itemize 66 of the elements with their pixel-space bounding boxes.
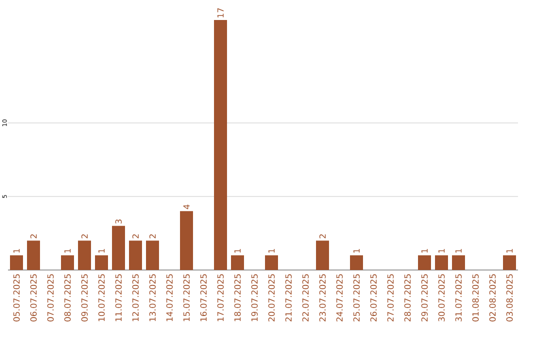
bar <box>452 255 466 270</box>
x-tick-label: 14.07.2025 <box>166 274 173 322</box>
x-tick-label: 09.07.2025 <box>81 274 88 322</box>
data-label: 2 <box>30 234 37 238</box>
data-label: 1 <box>421 248 428 253</box>
x-tick-label: 10.07.2025 <box>98 274 105 322</box>
bar <box>61 255 74 270</box>
data-label: 1 <box>98 248 105 253</box>
x-tick-label: 17.07.2025 <box>217 274 224 322</box>
bar <box>503 255 516 270</box>
bar <box>129 240 142 270</box>
bar <box>10 255 24 270</box>
x-tick-label: 24.07.2025 <box>336 274 343 322</box>
x-tick-label: 29.07.2025 <box>421 274 428 322</box>
x-tick-label: 05.07.2025 <box>13 274 20 322</box>
x-tick-label: 19.07.2025 <box>251 274 258 322</box>
bar <box>146 240 160 270</box>
data-label: 4 <box>183 204 190 210</box>
bar <box>435 255 448 270</box>
bar <box>112 226 126 270</box>
x-tick-label: 06.07.2025 <box>30 274 37 322</box>
bar <box>350 255 364 270</box>
x-tick-label: 30.07.2025 <box>438 274 445 322</box>
x-tick-label: 21.07.2025 <box>285 274 292 322</box>
data-label: 2 <box>319 234 326 238</box>
x-tick-label: 18.07.2025 <box>234 274 241 322</box>
data-label: 1 <box>268 248 275 253</box>
x-tick-label: 11.07.2025 <box>115 274 122 322</box>
x-tick-label: 26.07.2025 <box>370 274 377 322</box>
data-label: 1 <box>64 248 71 253</box>
x-tick-label: 22.07.2025 <box>302 274 309 322</box>
x-tick-label: 02.08.2025 <box>489 274 496 322</box>
x-tick-label: 31.07.2025 <box>455 274 462 322</box>
x-tick-label: 20.07.2025 <box>268 274 275 322</box>
bar <box>265 255 278 270</box>
bar <box>78 240 92 270</box>
x-tick-label: 03.08.2025 <box>506 274 513 322</box>
bar <box>316 240 330 270</box>
x-tick-label: 28.07.2025 <box>404 274 411 322</box>
x-tick-label: 13.07.2025 <box>149 274 156 322</box>
x-tick-label: 27.07.2025 <box>387 274 394 322</box>
x-tick-label: 25.07.2025 <box>353 274 360 322</box>
x-tick-label: 08.07.2025 <box>64 274 71 322</box>
data-label: 2 <box>149 234 156 238</box>
data-label: 1 <box>438 248 445 253</box>
data-label: 3 <box>115 219 122 224</box>
data-label: 17 <box>217 8 224 18</box>
data-label: 1 <box>13 248 20 253</box>
x-tick-label: 01.08.2025 <box>472 274 479 322</box>
data-label: 2 <box>81 234 88 238</box>
data-label: 1 <box>234 248 241 253</box>
data-label: 1 <box>506 248 513 253</box>
x-tick-label: 16.07.2025 <box>200 274 207 322</box>
bar <box>418 255 432 270</box>
bar <box>95 255 108 270</box>
bar <box>214 20 228 270</box>
x-tick-label: 23.07.2025 <box>319 274 326 322</box>
x-tick-label: 12.07.2025 <box>132 274 139 322</box>
x-tick-label: 07.07.2025 <box>47 274 54 322</box>
bar <box>180 211 194 270</box>
data-label: 2 <box>132 234 139 238</box>
data-label: 1 <box>455 248 462 253</box>
x-tick-label: 15.07.2025 <box>183 274 190 322</box>
bar <box>27 240 40 270</box>
bar <box>231 255 244 270</box>
data-label: 1 <box>353 248 360 253</box>
